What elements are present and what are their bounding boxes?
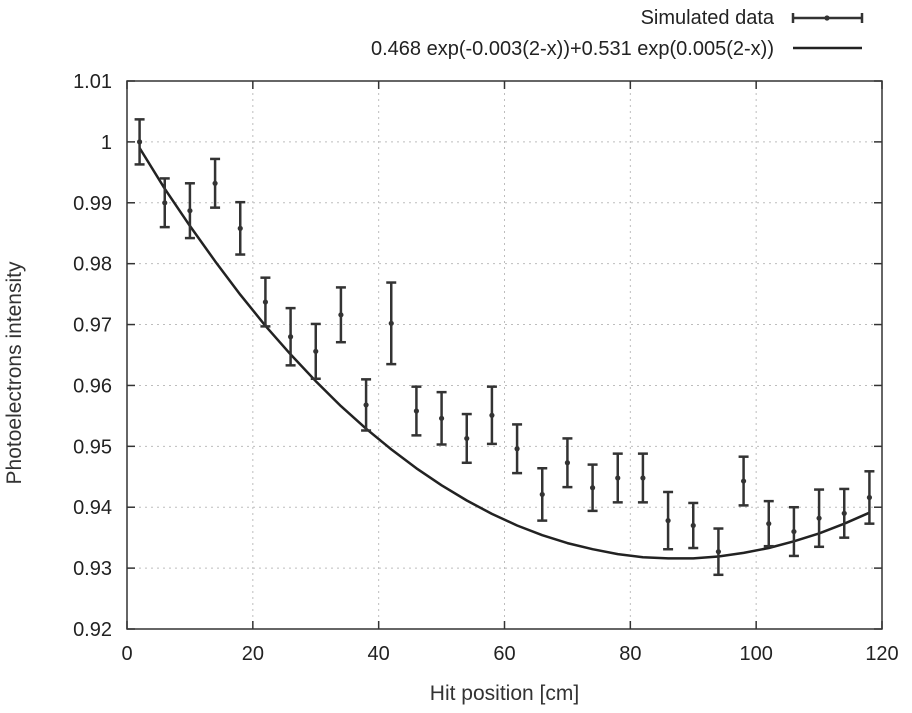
data-marker	[363, 402, 369, 408]
data-marker	[136, 139, 143, 145]
data-marker	[262, 299, 269, 305]
data-marker	[740, 478, 747, 484]
curve-layer	[138, 147, 870, 560]
data-marker	[640, 475, 646, 481]
data-marker	[237, 225, 243, 231]
data-point	[159, 177, 170, 229]
x-tick-label: 120	[865, 643, 898, 665]
data-point	[461, 412, 472, 465]
y-tick-label: 1.01	[73, 71, 112, 93]
data-point	[814, 488, 825, 549]
data-point	[663, 490, 674, 551]
data-point	[260, 276, 271, 328]
legend-sample-errorbar	[791, 13, 864, 23]
errorbar-layer	[134, 118, 875, 577]
tick-layer: 0 20 40 60 80 100 120 0.92 0.93 0.94 0.95 0.96 0.97 0…	[73, 71, 899, 665]
data-point	[411, 385, 422, 437]
data-point	[184, 182, 195, 240]
data-marker	[287, 334, 294, 340]
data-point	[839, 487, 850, 539]
data-point	[763, 499, 774, 548]
data-marker	[816, 515, 822, 521]
data-point	[335, 286, 346, 344]
x-axis-title: Hit position [cm]	[430, 682, 579, 705]
data-marker	[589, 485, 596, 491]
data-point	[210, 157, 221, 209]
data-marker	[791, 528, 797, 535]
x-tick-label: 80	[619, 643, 641, 665]
data-marker	[438, 415, 445, 421]
data-point	[562, 437, 573, 489]
legend-marker	[824, 15, 830, 21]
data-point	[738, 455, 749, 507]
data-marker	[841, 510, 847, 516]
y-tick-label: 0.92	[73, 619, 112, 641]
x-tick-label: 0	[121, 643, 132, 665]
data-marker	[514, 446, 520, 452]
legend-label-data: Simulated data	[641, 7, 775, 29]
y-tick-label: 0.94	[73, 497, 112, 519]
data-point	[436, 390, 447, 446]
data-marker	[489, 412, 495, 418]
x-tick-label: 20	[242, 643, 264, 665]
data-point	[637, 452, 648, 504]
data-point	[612, 452, 623, 504]
data-marker	[162, 200, 168, 206]
data-marker	[313, 348, 319, 354]
y-axis-title: Photoelectrons intensity	[3, 261, 26, 484]
data-point	[235, 200, 246, 256]
data-point	[864, 470, 875, 525]
fit-curve	[138, 147, 870, 560]
data-point	[788, 505, 799, 558]
data-marker	[715, 549, 722, 555]
grid-layer	[127, 81, 882, 629]
y-tick-label: 0.99	[73, 193, 112, 215]
data-point	[713, 527, 724, 577]
data-point	[361, 378, 372, 432]
legend-label-fit: 0.468 exp(-0.003(2-x))+0.531 exp(0.005(2…	[371, 38, 774, 60]
data-point	[285, 306, 296, 367]
data-marker	[187, 208, 193, 214]
x-tick-label: 100	[739, 643, 772, 665]
data-marker	[866, 494, 873, 501]
data-point	[688, 501, 699, 550]
data-marker	[564, 460, 571, 466]
data-point	[512, 423, 523, 475]
data-point	[134, 118, 145, 166]
data-marker	[338, 312, 344, 318]
data-marker	[539, 491, 545, 498]
data-point	[386, 281, 397, 366]
data-marker	[690, 522, 696, 529]
y-tick-label: 0.98	[73, 254, 112, 276]
data-marker	[413, 408, 420, 414]
data-point	[537, 467, 548, 522]
data-point	[587, 463, 598, 513]
data-point	[486, 385, 497, 446]
y-tick-label: 0.95	[73, 436, 112, 458]
legend: Simulated data 0.468 exp(-0.003(2-x))+0.…	[371, 7, 864, 60]
data-marker	[464, 435, 470, 442]
data-marker	[212, 180, 218, 186]
x-tick-label: 40	[368, 643, 390, 665]
x-tick-label: 60	[493, 643, 515, 665]
y-tick-label: 0.93	[73, 558, 112, 580]
y-tick-label: 0.96	[73, 375, 112, 397]
data-marker	[388, 320, 394, 326]
data-marker	[665, 518, 671, 524]
y-tick-label: 1	[101, 132, 112, 154]
data-point	[310, 322, 321, 380]
y-tick-label: 0.97	[73, 315, 112, 337]
data-marker	[766, 521, 772, 527]
data-marker	[615, 475, 621, 481]
